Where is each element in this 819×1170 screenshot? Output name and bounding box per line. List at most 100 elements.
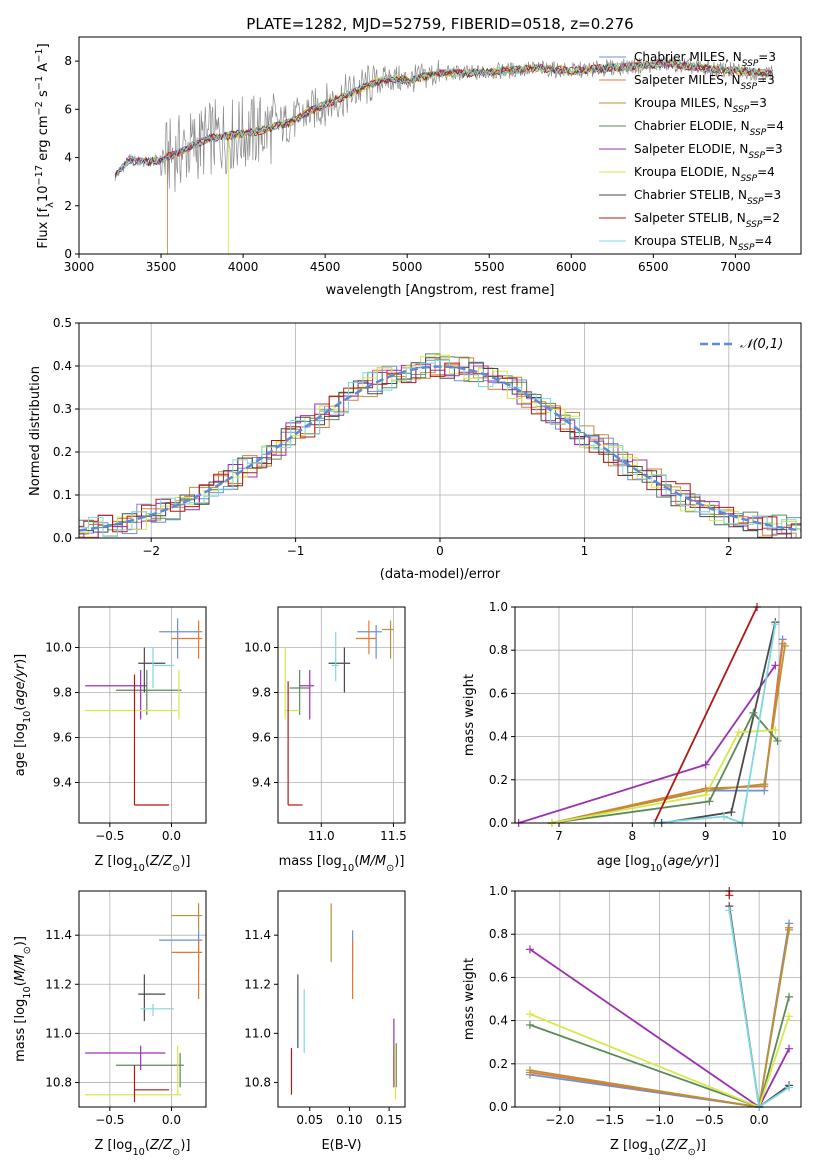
y-tick-label: 0.1 xyxy=(53,488,72,502)
y-axis-label: mass [log10(M/M⊙)] xyxy=(13,936,33,1062)
x-axis-label: Z [log10(Z/Z⊙)] xyxy=(95,1138,191,1158)
error-bar-point xyxy=(171,940,203,999)
y-tick-label: 6 xyxy=(64,102,72,116)
x-tick-label: −2.0 xyxy=(545,1113,574,1127)
error-bar-point xyxy=(381,620,394,659)
residuals-panel: −2 −1 0 1 2 0.0 0.1 0.2 0.3 0.4 0.5 (data-model)/er… xyxy=(28,316,802,582)
y-tick-label: 0 xyxy=(64,247,72,261)
x-tick-label: 11.5 xyxy=(380,829,407,843)
error-bar-point xyxy=(357,625,382,659)
x-tick-label: −0.5 xyxy=(95,1113,124,1127)
y-tick-label: 1.0 xyxy=(489,600,508,614)
weight-marker xyxy=(734,728,743,737)
y-tick-label: 10.0 xyxy=(45,641,72,655)
model-spectrum-line xyxy=(114,59,774,180)
y-tick-label: 0.6 xyxy=(489,686,508,700)
x-tick-label: −1 xyxy=(287,544,305,558)
x-tick-label: 8 xyxy=(629,829,637,843)
histogram-step xyxy=(79,359,801,537)
weight-line xyxy=(551,645,786,823)
error-bar-point xyxy=(287,681,303,806)
legend-entry: Chabrier ELODIE, NSSP=4 xyxy=(634,119,784,138)
legend-entry: Kroupa ELODIE, NSSP=4 xyxy=(634,165,775,184)
x-tick-label: 11.0 xyxy=(308,829,335,843)
weight-line xyxy=(529,929,790,1107)
mass-weight-vs-age-panel: 7 8 9 10 0.0 0.2 0.4 0.6 0.8 1.0 age [log10(age/yr… xyxy=(462,600,802,874)
y-tick-label: 0.8 xyxy=(489,643,508,657)
histogram-step xyxy=(79,354,801,534)
mass-vs-metallicity-panel: −0.5 0.0 10.8 11.0 11.2 11.4 Z [log10(Z/Z⊙)] ma… xyxy=(13,890,207,1158)
weight-marker xyxy=(705,797,714,806)
x-tick-label: 7 xyxy=(555,829,563,843)
y-tick-label: 1.0 xyxy=(489,884,508,898)
weight-marker xyxy=(525,1010,534,1019)
y-tick-label: 9.6 xyxy=(53,731,72,745)
y-tick-label: 2 xyxy=(64,199,72,213)
weight-marker xyxy=(525,945,534,954)
x-tick-label: 0.05 xyxy=(296,1113,323,1127)
x-tick-label: 6000 xyxy=(556,260,587,274)
mass-vs-ebv-panel: 0.05 0.10 0.15 10.8 11.0 11.2 11.4 E(B-V) xyxy=(244,890,406,1153)
x-axis-label: Z [log10(Z/Z⊙)] xyxy=(610,1138,706,1158)
y-axis-label: Normed distribution xyxy=(28,366,43,496)
y-tick-label: 11.2 xyxy=(45,977,72,991)
error-bar-point xyxy=(328,647,351,693)
y-tick-label: 9.4 xyxy=(252,776,271,790)
y-tick-label: 11.4 xyxy=(45,928,72,942)
x-axis-label: Z [log10(Z/Z⊙)] xyxy=(95,854,191,874)
weight-marker xyxy=(773,736,782,745)
y-tick-label: 0.8 xyxy=(489,927,508,941)
weight-line xyxy=(529,1013,790,1107)
error-bar-point xyxy=(331,631,339,682)
y-tick-label: 4 xyxy=(64,151,72,165)
axes-frame xyxy=(78,890,207,1108)
x-tick-label: 10 xyxy=(771,829,786,843)
y-axis-label: mass weight xyxy=(462,674,477,756)
axes-frame xyxy=(514,606,802,824)
y-tick-label: 0.4 xyxy=(489,1014,508,1028)
x-tick-label: 0.10 xyxy=(336,1113,363,1127)
legend-entry: Kroupa STELIB, NSSP=4 xyxy=(634,234,772,253)
y-tick-label: 0.6 xyxy=(489,970,508,984)
error-bar-point xyxy=(133,1065,170,1103)
x-tick-label: 2 xyxy=(725,544,733,558)
x-axis-label: E(B-V) xyxy=(321,1138,361,1153)
error-bar-point xyxy=(284,647,300,720)
error-bar-point xyxy=(85,1045,166,1071)
x-tick-label: 3000 xyxy=(64,260,95,274)
weight-marker xyxy=(780,641,789,650)
x-tick-label: 9 xyxy=(702,829,710,843)
x-axis-label: age [log10(age/yr)] xyxy=(597,854,720,874)
weight-marker xyxy=(525,1020,534,1029)
weight-line xyxy=(529,948,790,1107)
legend-entry: 𝒩(0,1) xyxy=(740,337,783,352)
y-tick-label: 11.2 xyxy=(244,977,271,991)
axes-frame xyxy=(514,890,802,1108)
weight-marker xyxy=(771,620,780,629)
mass-weight-vs-metallicity-panel: −2.0 −1.5 −1.0 −0.5 0.0 0.0 0.2 0.4 0.6 0.8 1.0 Z [… xyxy=(462,884,802,1158)
weight-marker xyxy=(785,1044,794,1053)
error-bar-point xyxy=(289,670,310,715)
x-tick-label: −2 xyxy=(142,544,160,558)
x-tick-label: 4500 xyxy=(310,260,341,274)
legend-entry: Salpeter ELODIE, NSSP=3 xyxy=(634,142,783,161)
x-axis-label: (data-model)/error xyxy=(380,567,501,582)
error-bar-point xyxy=(152,647,174,688)
error-bar-point xyxy=(138,647,166,693)
error-bar-point xyxy=(299,670,315,720)
y-axis-label: age [log10(age/yr)] xyxy=(13,654,33,777)
error-bar-point xyxy=(140,1003,174,1017)
histograms xyxy=(79,353,801,538)
legend-entry: Chabrier MILES, NSSP=3 xyxy=(634,50,776,69)
legend-entry: Chabrier STELIB, NSSP=3 xyxy=(634,188,781,207)
age-vs-mass-panel: 11.0 11.5 9.4 9.6 9.8 10.0 mass [log10(M/M⊙)] xyxy=(244,606,407,874)
weight-marker xyxy=(771,661,780,670)
x-tick-label: 0 xyxy=(436,544,444,558)
weight-line xyxy=(551,729,776,823)
y-tick-label: 11.4 xyxy=(244,928,271,942)
error-bar-point xyxy=(115,670,182,715)
weight-marker xyxy=(785,1083,794,1092)
y-tick-label: 10.0 xyxy=(244,641,271,655)
x-tick-label: −0.5 xyxy=(95,829,124,843)
y-tick-label: 9.4 xyxy=(53,776,72,790)
